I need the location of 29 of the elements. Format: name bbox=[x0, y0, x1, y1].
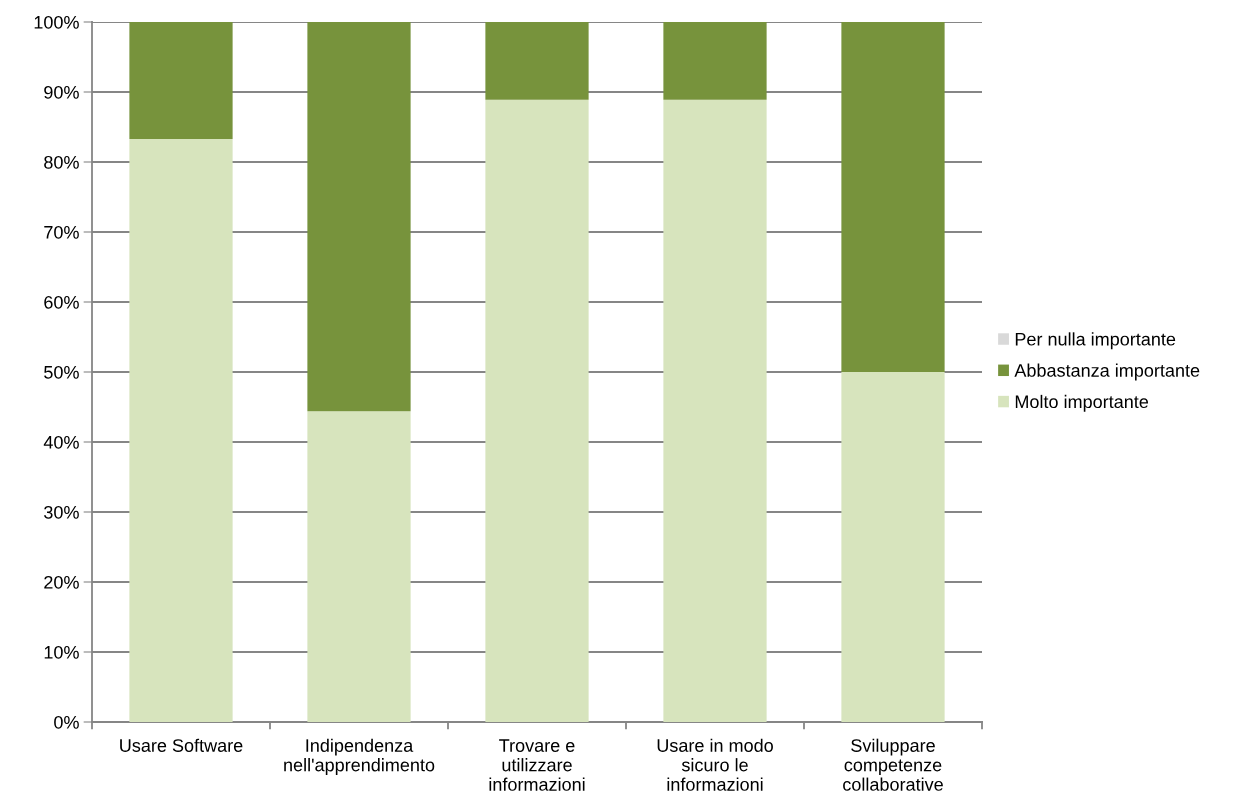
y-tick-label: 50% bbox=[44, 365, 79, 379]
y-tick-label: 90% bbox=[44, 85, 79, 99]
y-tick-label: 20% bbox=[44, 575, 79, 589]
bar bbox=[841, 22, 945, 372]
y-tick-label: 0% bbox=[54, 715, 79, 729]
bar bbox=[307, 411, 411, 722]
bar bbox=[129, 138, 233, 722]
x-tick-label: Sviluppare competenze collaborative bbox=[843, 738, 943, 791]
legend-label: Molto importante bbox=[1015, 394, 1149, 412]
y-tick-label: 60% bbox=[44, 295, 79, 309]
y-tick-label: 70% bbox=[44, 225, 79, 239]
bar bbox=[663, 22, 767, 100]
y-tick-label: 10% bbox=[44, 645, 79, 659]
x-tick-label: Indipendenza nell'apprendimento bbox=[284, 738, 435, 775]
x-tick-label: Usare Software bbox=[120, 738, 243, 752]
bar bbox=[485, 22, 589, 100]
y-tick-label: 80% bbox=[44, 155, 79, 169]
x-tick-label: Usare in modo sicuro le informazioni bbox=[657, 738, 773, 791]
bar bbox=[663, 99, 767, 722]
x-tick-label: Trovare e utilizzare informazioni bbox=[489, 739, 585, 791]
bar bbox=[841, 372, 945, 722]
y-tick-label: 100% bbox=[34, 15, 79, 29]
bar bbox=[485, 99, 589, 722]
legend-label: Abbastanza importante bbox=[1014, 363, 1200, 381]
y-tick-label: 40% bbox=[43, 435, 79, 449]
bar bbox=[307, 22, 411, 412]
y-tick-label: 30% bbox=[44, 505, 79, 519]
bar bbox=[129, 22, 233, 139]
legend-label: Per nulla importante bbox=[1015, 332, 1176, 350]
